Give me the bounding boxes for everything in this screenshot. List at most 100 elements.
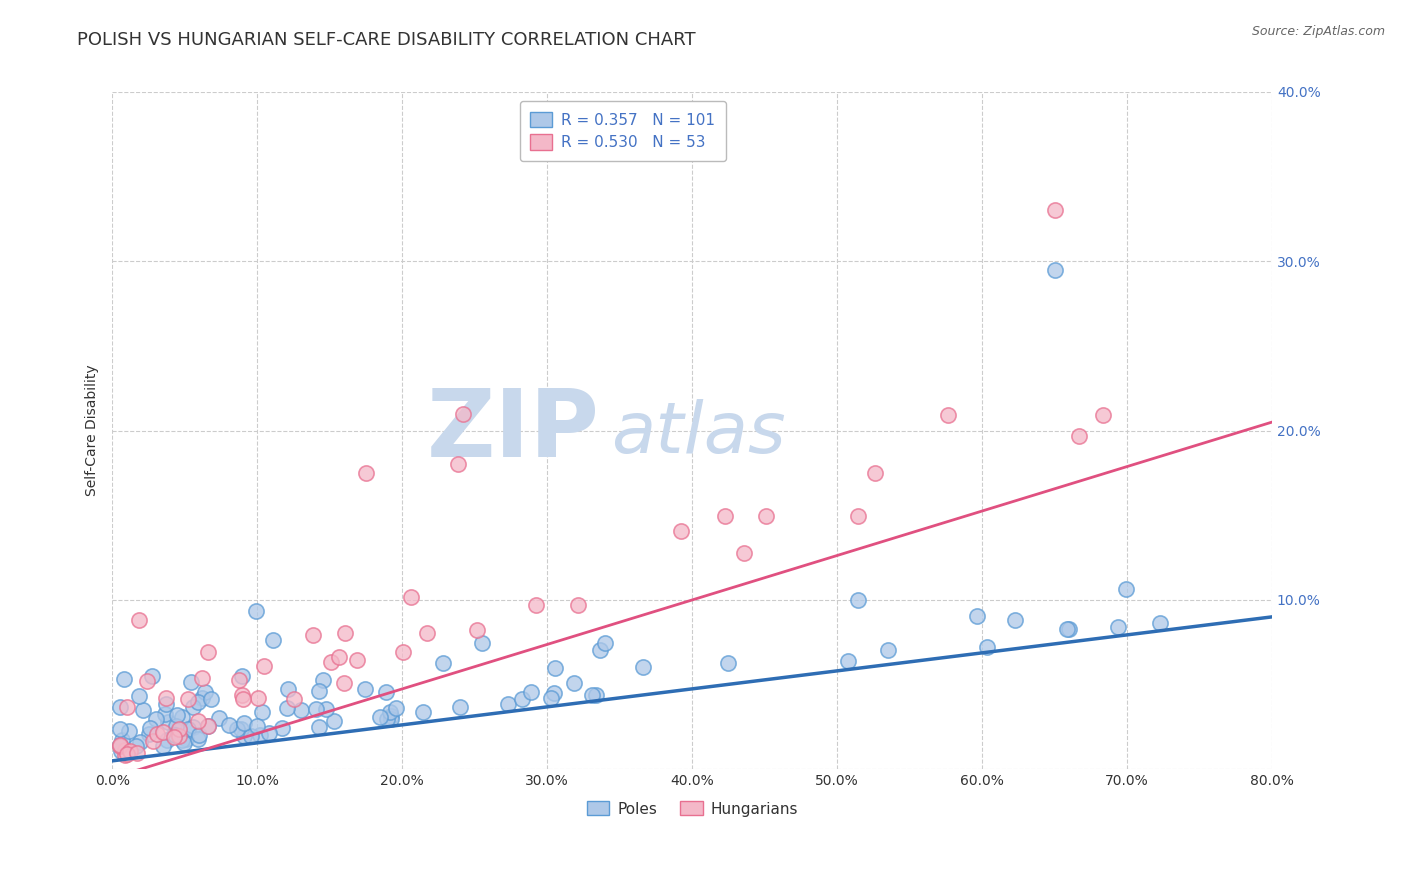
- Text: atlas: atlas: [612, 400, 786, 468]
- Point: [432, 656, 454, 670]
- Point: [177, 691, 200, 706]
- Point: [135, 674, 157, 689]
- Point: [717, 656, 740, 670]
- Point: [232, 691, 254, 706]
- Point: [465, 623, 488, 637]
- Point: [145, 713, 167, 727]
- Text: ZIP: ZIP: [426, 384, 599, 476]
- Point: [172, 732, 194, 747]
- Point: [593, 635, 616, 649]
- Point: [118, 724, 141, 739]
- Point: [108, 739, 131, 754]
- Point: [250, 705, 273, 719]
- Point: [108, 738, 131, 752]
- Point: [190, 671, 212, 685]
- Legend: Poles, Hungarians: Poles, Hungarians: [581, 796, 804, 822]
- Point: [323, 714, 346, 729]
- Point: [540, 690, 562, 705]
- Point: [128, 613, 150, 627]
- Point: [197, 719, 219, 733]
- Point: [111, 733, 134, 747]
- Point: [471, 636, 494, 650]
- Point: [346, 653, 368, 667]
- Point: [155, 691, 177, 706]
- Point: [304, 702, 326, 716]
- Point: [228, 673, 250, 687]
- Point: [165, 719, 187, 733]
- Point: [567, 598, 589, 612]
- Point: [108, 722, 131, 736]
- Point: [128, 689, 150, 703]
- Point: [262, 632, 284, 647]
- Point: [167, 723, 190, 737]
- Point: [169, 723, 191, 738]
- Point: [246, 719, 269, 733]
- Point: [114, 748, 136, 763]
- Point: [524, 598, 547, 612]
- Point: [152, 725, 174, 739]
- Point: [157, 715, 180, 730]
- Point: [755, 509, 778, 524]
- Point: [191, 691, 214, 706]
- Point: [110, 744, 132, 758]
- Point: [132, 703, 155, 717]
- Point: [375, 685, 398, 699]
- Point: [633, 660, 655, 674]
- Point: [231, 669, 253, 683]
- Point: [124, 739, 146, 753]
- Point: [449, 700, 471, 714]
- Point: [129, 735, 152, 749]
- Point: [114, 743, 136, 757]
- Point: [319, 655, 342, 669]
- Point: [328, 650, 350, 665]
- Point: [181, 720, 204, 734]
- Point: [669, 524, 692, 539]
- Point: [283, 692, 305, 706]
- Point: [585, 688, 607, 702]
- Point: [172, 710, 194, 724]
- Point: [167, 730, 190, 744]
- Point: [380, 709, 402, 723]
- Point: [544, 660, 567, 674]
- Point: [155, 733, 177, 747]
- Point: [581, 688, 603, 702]
- Point: [142, 733, 165, 747]
- Point: [163, 730, 186, 744]
- Point: [1091, 408, 1114, 422]
- Point: [380, 712, 402, 726]
- Text: Source: ZipAtlas.com: Source: ZipAtlas.com: [1251, 25, 1385, 38]
- Point: [252, 659, 274, 673]
- Point: [589, 643, 612, 657]
- Point: [166, 707, 188, 722]
- Point: [865, 466, 887, 480]
- Point: [713, 508, 735, 523]
- Point: [1115, 582, 1137, 597]
- Point: [249, 728, 271, 742]
- Point: [233, 729, 256, 743]
- Point: [127, 746, 149, 760]
- Point: [115, 747, 138, 761]
- Point: [416, 625, 439, 640]
- Point: [245, 604, 267, 618]
- Point: [187, 728, 209, 742]
- Point: [108, 738, 131, 752]
- Point: [392, 645, 415, 659]
- Point: [155, 706, 177, 721]
- Point: [453, 407, 475, 421]
- Point: [936, 408, 959, 422]
- Point: [837, 654, 859, 668]
- Point: [290, 704, 312, 718]
- Point: [197, 645, 219, 659]
- Point: [218, 717, 240, 731]
- Point: [333, 676, 356, 690]
- Point: [194, 685, 217, 699]
- Point: [733, 546, 755, 560]
- Point: [315, 702, 337, 716]
- Point: [271, 721, 294, 735]
- Point: [115, 699, 138, 714]
- Point: [447, 458, 470, 472]
- Point: [208, 711, 231, 725]
- Point: [308, 683, 330, 698]
- Point: [138, 727, 160, 741]
- Point: [163, 728, 186, 742]
